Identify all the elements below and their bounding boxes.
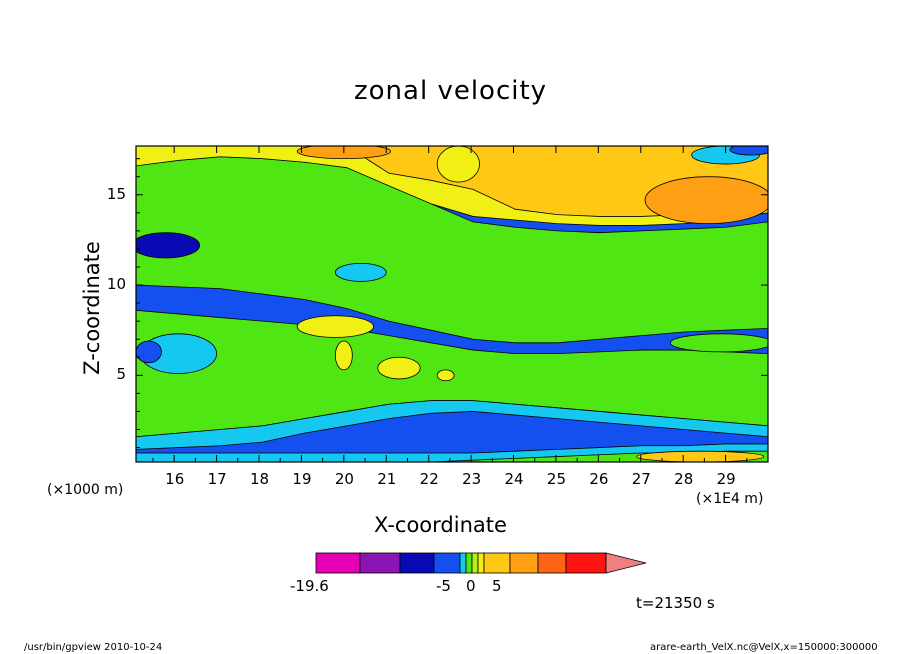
contour-region-orange-14	[636, 450, 765, 462]
contour-band-cyan-lower-6	[136, 400, 768, 450]
colorbar-swatch	[537, 552, 567, 574]
footer-right: arare-earth_VelX.nc@VelX,x=150000:300000	[650, 642, 878, 653]
x-tick-label: 26	[589, 470, 609, 488]
contour-region-yellow-10	[436, 146, 480, 183]
contour-region-dark-blue-0	[136, 232, 201, 259]
contour-region-dark-orange-8	[644, 176, 768, 225]
y-tick-label: 5	[116, 365, 126, 384]
y-tick-label: 10	[106, 275, 126, 294]
colorbar-label: -19.6	[290, 577, 329, 595]
colorbar-swatch	[509, 552, 539, 574]
x-axis-label: X-coordinate	[374, 513, 507, 537]
chart-title: zonal velocity	[354, 76, 548, 106]
x-tick-label: 16	[165, 470, 185, 488]
colorbar-swatch	[359, 552, 401, 574]
contour-band-green-bottom-8	[136, 450, 768, 462]
colorbar-swatch	[565, 552, 607, 574]
contour-region-green-13	[670, 333, 768, 353]
colorbar-label: 0	[466, 577, 476, 595]
contour-region-yellow-5	[334, 340, 353, 371]
x-tick-label: 24	[504, 470, 524, 488]
plot-frame	[135, 145, 769, 463]
contour-region-yellow-7	[436, 369, 455, 382]
x-unit-left: (×1000 m)	[47, 482, 124, 498]
x-tick-label: 21	[377, 470, 397, 488]
footer-left: /usr/bin/gpview 2010-10-24	[24, 642, 163, 653]
time-label: t=21350 s	[636, 594, 715, 612]
colorbar-swatch	[399, 552, 435, 574]
x-tick-label: 17	[207, 470, 227, 488]
x-tick-label: 23	[462, 470, 482, 488]
x-tick-label: 19	[292, 470, 312, 488]
x-unit-right: (×1E4 m)	[696, 491, 764, 507]
contour-region-cyan-1	[334, 262, 387, 282]
colorbar-label: 5	[492, 577, 502, 595]
colorbar-swatch	[433, 552, 461, 574]
x-tick-label: 22	[419, 470, 439, 488]
x-tick-label: 28	[674, 470, 694, 488]
colorbar-swatch	[477, 552, 485, 574]
colorbar-swatch	[315, 552, 361, 574]
x-tick-label: 25	[546, 470, 566, 488]
colorbar-swatch	[471, 552, 479, 574]
y-axis-label: Z-coordinate	[80, 241, 104, 375]
x-tick-label: 20	[334, 470, 354, 488]
x-tick-label: 18	[250, 470, 270, 488]
contour-region-blue-12	[729, 146, 768, 156]
colorbar-swatch	[483, 552, 511, 574]
x-tick-label: 27	[631, 470, 651, 488]
contour-region-yellow-6	[377, 356, 421, 380]
colorbar-arrow	[605, 552, 647, 574]
contour-region-yellow-4	[296, 315, 374, 338]
colorbar-label: -5	[436, 577, 451, 595]
colorbar-swatch	[459, 552, 467, 574]
contour-region-blue-3	[136, 340, 162, 364]
x-tick-label: 29	[716, 470, 736, 488]
y-tick-label: 15	[106, 184, 126, 203]
colorbar-swatch	[465, 552, 473, 574]
